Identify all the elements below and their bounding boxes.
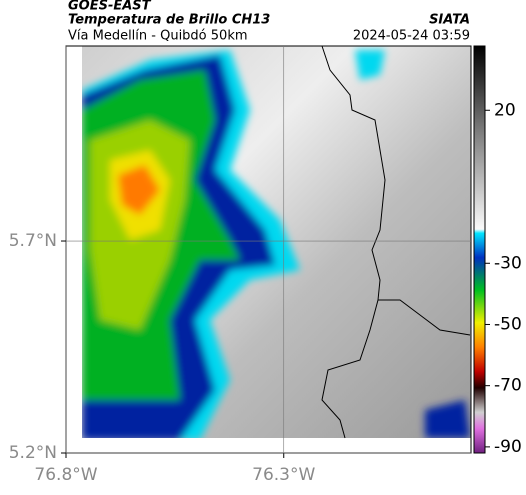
colorbar-tick-label: -30 <box>494 253 522 273</box>
y-tick-label: 5.2°N <box>9 443 57 463</box>
timestamp: 2024-05-24 03:59 <box>353 29 470 44</box>
route: Vía Medellín - Quibdó 50km <box>68 29 248 44</box>
x-tick-label: 76.8°W <box>34 465 97 485</box>
title: GOES-EAST <box>68 0 152 14</box>
subtitle: Temperatura de Brillo CH13 <box>68 13 270 28</box>
colorbar <box>473 45 486 454</box>
source: SIATA <box>429 13 470 28</box>
x-tick-label: 76.3°W <box>252 465 315 485</box>
colorbar-tick-label: -70 <box>494 376 522 396</box>
y-tick-label: 5.7°N <box>9 231 57 251</box>
colorbar-tick-label: 20 <box>494 100 516 120</box>
colorbar-tick-label: -50 <box>494 314 522 334</box>
colorbar-tick-label: -90 <box>494 437 522 457</box>
satellite-image <box>82 45 471 439</box>
